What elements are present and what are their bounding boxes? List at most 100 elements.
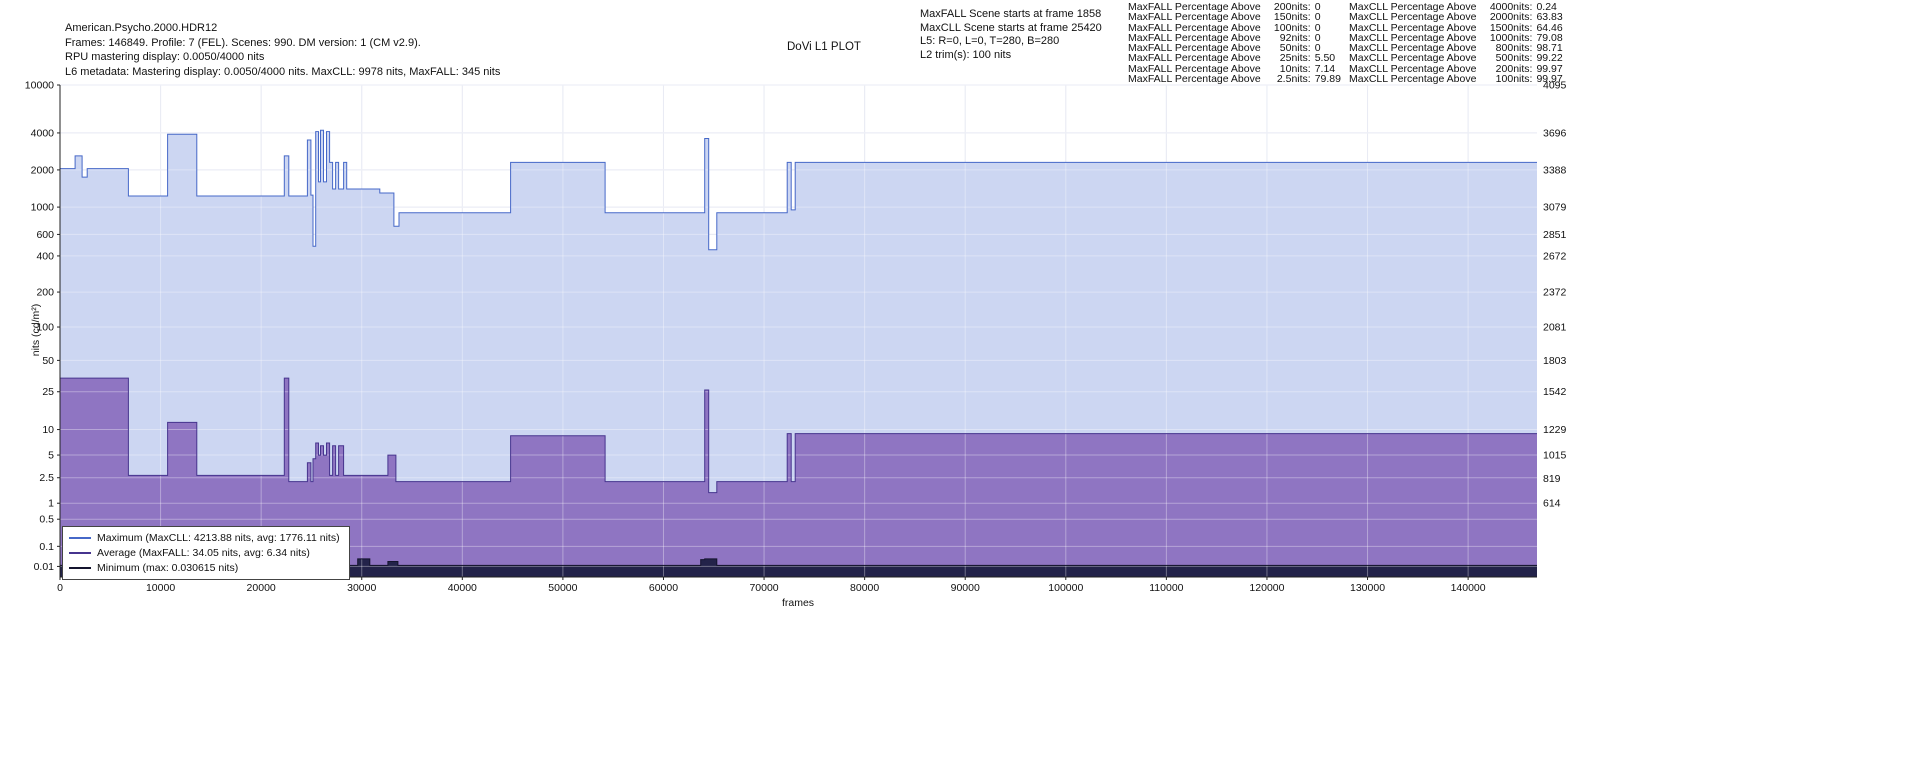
y-tick-label: 200 [36, 287, 54, 299]
y-tick-label: 100 [36, 322, 54, 334]
y-axis-label: nits (cd/m²) [30, 303, 42, 357]
percentage-threshold: 100nits: [1273, 21, 1311, 34]
percentage-row: MaxCLL Percentage Above 1000nits: 79.08 [1349, 31, 1563, 44]
percentage-threshold: 100nits: [1495, 73, 1533, 86]
l6-metadata-line: L6 metadata: Mastering display: 0.0050/4… [65, 65, 501, 78]
series-fills [60, 130, 1537, 577]
scene-info-line: L5: R=0, L=0, T=280, B=280 [920, 35, 1060, 47]
percentage-row: MaxCLL Percentage Above 4000nits: 0.24 [1349, 1, 1563, 13]
right-tick-label: 819 [1543, 473, 1561, 485]
x-tick-label: 60000 [649, 582, 678, 594]
x-axis-label: frames [781, 597, 815, 609]
legend-swatch-minimum [69, 566, 91, 569]
right-tick-label: 1542 [1543, 386, 1567, 398]
percentage-threshold: 92nits: [1279, 31, 1311, 44]
legend: Maximum (MaxCLL: 4213.88 nits, avg: 1776… [62, 526, 350, 580]
legend-swatch-average [69, 551, 91, 554]
percentage-row: MaxCLL Percentage Above 2000nits: 63.83 [1349, 12, 1563, 23]
percentage-value: 7.14 [1314, 62, 1336, 75]
percentage-prefix: MaxFALL Percentage Above [1128, 11, 1261, 24]
percentage-value: 0 [1314, 21, 1321, 34]
legend-label: Maximum (MaxCLL: 4213.88 nits, avg: 1776… [97, 531, 340, 544]
percentage-prefix: MaxFALL Percentage Above [1128, 52, 1261, 65]
maxcll-percentages-block: MaxCLL Percentage Above 4000nits: 0.24 MaxC… [1349, 1, 1563, 86]
x-tick-label: 30000 [347, 582, 376, 594]
percentage-prefix: MaxCLL Percentage Above [1349, 52, 1477, 65]
x-tick-label: 100000 [1048, 582, 1083, 594]
percentage-row: MaxFALL Percentage Above 92nits: 0 [1128, 31, 1341, 44]
file-title: American.Psycho.2000.HDR12 [65, 22, 218, 34]
maxfall-percentages-block: MaxFALL Percentage Above 200nits: 0 MaxFALL… [1128, 1, 1341, 86]
percentage-threshold: 200nits: [1273, 1, 1311, 13]
percentage-row: MaxFALL Percentage Above 50nits: 0 [1128, 42, 1341, 55]
series-fill-average [60, 378, 1537, 577]
percentage-prefix: MaxCLL Percentage Above [1349, 1, 1477, 13]
right-tick-label: 1015 [1543, 450, 1567, 462]
y-tick-label: 25 [42, 386, 54, 398]
percentage-threshold: 1000nits: [1489, 31, 1533, 44]
legend-item-minimum: Minimum (max: 0.030615 nits) [69, 560, 340, 575]
percentage-prefix: MaxFALL Percentage Above [1128, 73, 1261, 86]
percentage-row: MaxFALL Percentage Above 10nits: 7.14 [1128, 62, 1341, 75]
right-tick-label: 3696 [1543, 127, 1567, 139]
y-tick-label: 0.1 [39, 541, 54, 553]
percentage-row: MaxCLL Percentage Above 100nits: 99.97 [1349, 73, 1563, 86]
scene-info-line: L2 trim(s): 100 nits [920, 48, 1012, 61]
percentage-row: MaxCLL Percentage Above 200nits: 99.97 [1349, 62, 1563, 75]
right-tick-label: 2372 [1543, 287, 1567, 299]
percentage-prefix: MaxFALL Percentage Above [1128, 62, 1261, 75]
percentage-threshold: 200nits: [1495, 62, 1533, 75]
x-tick-label: 140000 [1451, 582, 1486, 594]
x-tick-label: 50000 [548, 582, 577, 594]
percentage-prefix: MaxCLL Percentage Above [1349, 42, 1477, 55]
y-tick-label: 10000 [25, 80, 54, 92]
rpu-mastering-line: RPU mastering display: 0.0050/4000 nits [65, 51, 265, 63]
percentage-prefix: MaxFALL Percentage Above [1128, 31, 1261, 44]
percentage-row: MaxCLL Percentage Above 1500nits: 64.46 [1349, 22, 1563, 33]
gridlines-overlay [59, 84, 1537, 577]
right-tick-label: 614 [1543, 498, 1561, 510]
percentage-value: 79.08 [1536, 31, 1563, 44]
x-tick-label: 120000 [1249, 582, 1284, 594]
scene-info-block: MaxFALL Scene starts at frame 1858 MaxCLL… [920, 8, 1102, 62]
y-tick-label: 400 [36, 250, 54, 262]
legend-label: Minimum (max: 0.030615 nits) [97, 561, 239, 574]
y-tick-label: 600 [36, 229, 54, 241]
x-tick-label: 0 [57, 582, 63, 594]
y-tick-label: 0.01 [34, 561, 55, 573]
series-fill-minimum [60, 558, 1537, 577]
percentage-value: 99.97 [1536, 62, 1563, 75]
y-tick-label: 0.5 [39, 514, 54, 526]
x-tick-label: 90000 [951, 582, 980, 594]
percentage-row: MaxFALL Percentage Above 150nits: 0 [1128, 11, 1341, 24]
percentage-value: 0 [1314, 1, 1321, 13]
percentage-row: MaxFALL Percentage Above 2.5nits: 79.89 [1128, 73, 1341, 86]
percentage-threshold: 800nits: [1495, 42, 1533, 55]
right-tick-label: 1229 [1543, 424, 1567, 436]
percentage-row: MaxFALL Percentage Above 100nits: 0 [1128, 21, 1341, 34]
percentage-value: 5.50 [1314, 52, 1336, 65]
percentage-value: 79.89 [1314, 73, 1341, 86]
legend-label: Average (MaxFALL: 34.05 nits, avg: 6.34 … [97, 546, 310, 559]
tick-labels: 1000040002000100060040020010050251052.51… [25, 80, 1567, 595]
legend-swatch-maximum [69, 536, 91, 539]
percentage-prefix: MaxFALL Percentage Above [1128, 42, 1261, 55]
scene-info-line: MaxCLL Scene starts at frame 25420 [920, 21, 1102, 34]
y-tick-label: 2.5 [39, 472, 54, 484]
y-tick-label: 50 [42, 355, 54, 367]
x-tick-label: 20000 [247, 582, 276, 594]
file-info-block: American.Psycho.2000.HDR12 Frames: 14684… [65, 21, 500, 79]
x-tick-label: 10000 [146, 582, 175, 594]
percentage-row: MaxFALL Percentage Above 200nits: 0 [1128, 1, 1341, 13]
y-tick-label: 10 [42, 424, 54, 436]
y-tick-label: 2000 [31, 164, 55, 176]
percentage-threshold: 50nits: [1279, 42, 1311, 55]
percentage-value: 0 [1314, 42, 1321, 55]
scene-info-line: MaxFALL Scene starts at frame 1858 [920, 8, 1102, 20]
legend-item-average: Average (MaxFALL: 34.05 nits, avg: 6.34 … [69, 545, 340, 560]
series-line-maximum [60, 129, 1537, 251]
right-tick-label: 2081 [1543, 321, 1567, 333]
percentage-threshold: 10nits: [1279, 62, 1311, 75]
percentage-threshold: 25nits: [1279, 52, 1311, 65]
